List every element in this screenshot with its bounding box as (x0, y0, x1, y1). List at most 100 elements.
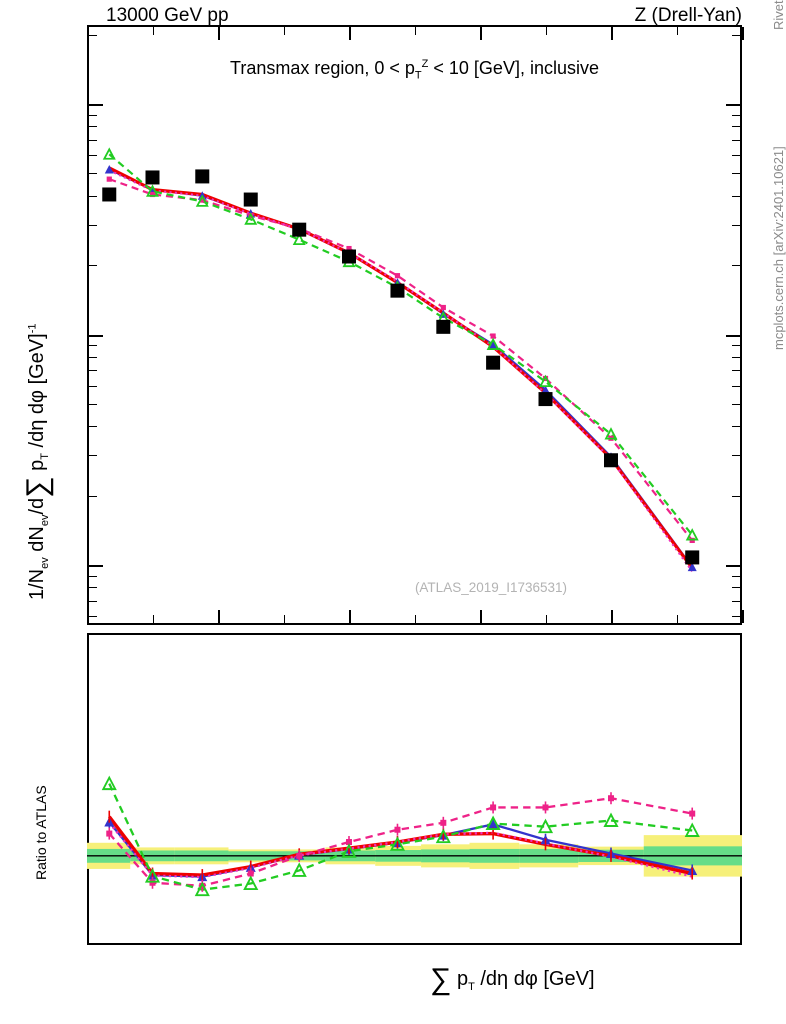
axis-tick (349, 610, 351, 623)
series-marker (440, 304, 446, 311)
axis-tick (732, 403, 740, 405)
atlas-data-point (145, 170, 160, 185)
series-line (108, 178, 694, 542)
axis-tick (414, 27, 416, 35)
main-plot-frame (87, 25, 742, 625)
axis-tick (611, 27, 613, 40)
plot-title: Transmax region, 0 < pTZ < 10 [GeV], inc… (230, 58, 599, 82)
axis-tick (218, 610, 220, 623)
axis-tick (89, 426, 97, 428)
series-marker (486, 337, 500, 350)
ratio-series-marker (394, 826, 401, 833)
axis-tick (732, 224, 740, 226)
ratio-series-marker (341, 843, 357, 858)
y-axis-title-main-text: 1/Nev dNev/d∑ pT /dη dφ [GeV]-1 (21, 323, 54, 600)
series-line (108, 166, 694, 570)
x-axis-title: ∑ pT /dη dφ [GeV] (430, 963, 595, 996)
axis-tick (89, 345, 97, 347)
ratio-series-marker (689, 810, 696, 817)
axis-tick (742, 27, 744, 40)
axis-tick (89, 575, 97, 577)
axis-tick (732, 495, 740, 497)
axis-tick (732, 139, 740, 141)
ratio-series-marker (199, 882, 206, 889)
axis-tick (89, 370, 97, 372)
axis-tick (89, 195, 97, 197)
axis-tick (480, 27, 482, 40)
atlas-data-point (102, 187, 117, 202)
atlas-data-point (243, 192, 258, 207)
axis-tick (732, 587, 740, 589)
axis-tick (89, 224, 97, 226)
ratio-series-marker (608, 795, 614, 802)
axis-tick (611, 610, 613, 623)
analysis-id-watermark: (ATLAS_2019_I1736531) (414, 580, 568, 595)
ratio-series-marker (296, 852, 303, 859)
axis-tick (732, 126, 740, 128)
y-axis-title-ratio-text: Ratio to ATLAS (33, 785, 49, 880)
series-line (108, 153, 694, 536)
axis-tick (732, 385, 740, 387)
axis-tick (89, 126, 97, 128)
axis-tick (545, 27, 547, 35)
axis-tick (283, 27, 285, 35)
axis-tick (89, 455, 97, 457)
atlas-data-point (538, 392, 553, 407)
axis-tick (89, 334, 103, 337)
rivet-version-caption: Rivet 4.1.0, ≥ 2.5M events (771, 0, 786, 30)
axis-tick (732, 114, 740, 116)
axis-tick (742, 610, 744, 623)
axis-tick (89, 265, 97, 267)
axis-tick (89, 103, 103, 106)
series-marker (146, 184, 159, 197)
ratio-series-marker (537, 818, 554, 834)
axis-tick (480, 610, 482, 623)
axis-tick (89, 34, 97, 36)
axis-tick (732, 173, 740, 175)
axis-tick (676, 27, 678, 35)
ratio-series-line (107, 815, 693, 877)
axis-tick (726, 565, 740, 568)
axis-tick (89, 403, 97, 405)
axis-tick (732, 370, 740, 372)
atlas-data-point (342, 249, 356, 264)
ratio-series-marker (106, 830, 113, 837)
ratio-series-marker (149, 879, 156, 886)
beam-energy-label: 13000 GeV pp (106, 5, 229, 26)
axis-tick (726, 103, 740, 106)
axis-tick (676, 615, 678, 623)
axis-tick (89, 385, 97, 387)
ratio-plot-canvas (87, 775, 742, 897)
ratio-series-marker (247, 870, 254, 877)
axis-tick (89, 139, 97, 141)
axis-tick (89, 173, 97, 175)
axis-tick (89, 155, 97, 157)
axis-tick (349, 27, 351, 40)
ratio-series-line (108, 783, 693, 891)
atlas-data-point (436, 319, 451, 334)
axis-tick (545, 615, 547, 623)
mcplots-source-caption: mcplots.cern.ch [arXiv:2401.10621] (771, 146, 786, 350)
axis-tick (89, 114, 97, 116)
atlas-data-point (292, 222, 307, 237)
atlas-data-point (390, 283, 405, 298)
axis-tick (732, 356, 740, 358)
ratio-series-marker (243, 875, 259, 890)
series-marker (106, 176, 112, 182)
ratio-series-marker (346, 839, 352, 846)
series-marker (394, 273, 401, 279)
atlas-data-point (685, 550, 700, 565)
ratio-series-marker (101, 775, 117, 791)
ratio-series-marker (485, 815, 501, 831)
axis-tick (726, 334, 740, 337)
axis-tick (89, 587, 97, 589)
ratio-series-marker (389, 836, 406, 851)
ratio-series-marker (684, 822, 700, 837)
axis-tick (152, 615, 154, 623)
axis-tick (87, 610, 89, 623)
axis-tick (89, 616, 97, 618)
series-marker (292, 232, 306, 246)
series-marker (346, 245, 352, 252)
axis-tick (283, 615, 285, 623)
axis-tick (732, 600, 740, 602)
